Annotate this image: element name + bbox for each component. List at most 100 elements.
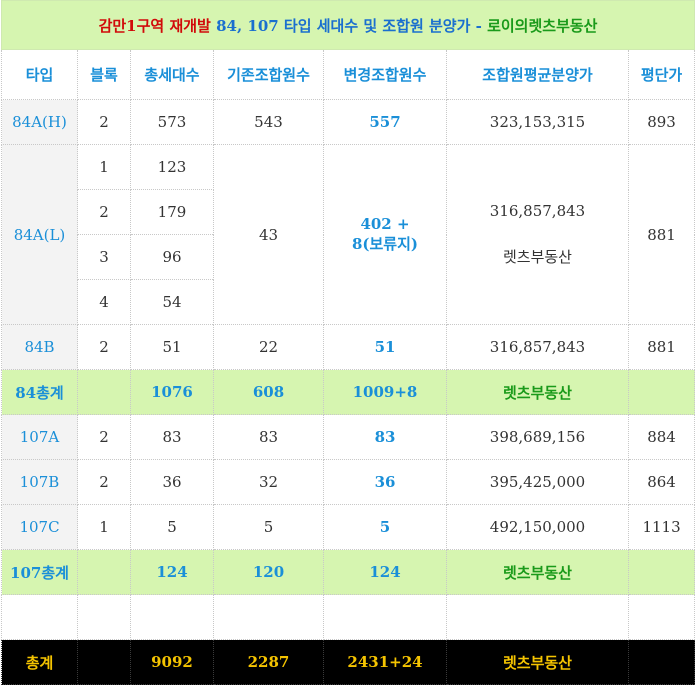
header-row: 타입 블록 총세대수 기존조합원수 변경조합원수 조합원평균분양가 평단가: [1, 49, 695, 100]
block-cell: 2: [77, 189, 131, 235]
total-units-cell: 5: [130, 504, 214, 550]
block-cell: [77, 369, 131, 415]
total-units-cell: 124: [130, 549, 214, 595]
avg-price-cell: 492,150,000: [446, 504, 629, 550]
changed-members-cell: 51: [323, 324, 447, 370]
col-header-total-units: 총세대수: [130, 49, 214, 100]
table-title: 감만1구역 재개발 84, 107 타입 세대수 및 조합원 분양가 - 로이의…: [0, 0, 695, 50]
changed-members-cell: 1009+8: [323, 369, 447, 415]
price-per-pyeong-cell: [627, 369, 695, 415]
table-row: 107C 1 5 5 5 492,150,000 1113: [1, 504, 695, 550]
original-members-cell: 32: [213, 459, 324, 505]
col-header-price-per-pyeong: 평단가: [627, 49, 695, 100]
subtotal-row-107: 107총계 124 120 124 렛츠부동산: [1, 549, 695, 595]
block-cell: [77, 549, 131, 595]
grand-total-row: 총계 9092 2287 2431+24 렛츠부동산: [1, 639, 695, 685]
table-row: 3 96: [2, 234, 695, 280]
block-cell: 2: [77, 414, 131, 460]
total-units-cell: 54: [130, 279, 214, 325]
title-part-1: 감만1구역 재개발: [98, 16, 211, 35]
table-row: 84A(L) 1 123 43 402 + 8(보류지) 316,857,843…: [1, 144, 695, 325]
original-members-cell: 22: [213, 324, 324, 370]
title-part-3: 로이의렛츠부동산: [487, 16, 598, 35]
watermark-note: 렛츠부동산: [446, 369, 629, 415]
block-cell: 4: [77, 279, 131, 325]
table-row: 2 179: [2, 189, 695, 235]
subtotal-label: 84총계: [1, 369, 78, 415]
avg-price-note: 렛츠부동산: [502, 248, 572, 266]
block-cell: 2: [77, 99, 131, 145]
price-per-pyeong-cell: 893: [627, 99, 695, 145]
price-per-pyeong-cell: 881: [627, 144, 695, 325]
changed-members-cell: 557: [323, 99, 447, 145]
avg-price-cell: 316,857,843: [446, 324, 629, 370]
avg-price-cell: 316,857,843 렛츠부동산: [446, 144, 629, 325]
original-members-cell: 543: [213, 99, 324, 145]
total-units-cell: 51: [130, 324, 214, 370]
total-units-cell: 1076: [130, 369, 214, 415]
changed-members-line-1: 402 +: [360, 215, 410, 233]
total-units-cell: 96: [130, 234, 214, 280]
title-part-2: 84, 107 타입 세대수 및 조합원 분양가 -: [210, 16, 488, 35]
table-row: 107A 2 83 83 83 398,689,156 884: [1, 414, 695, 460]
changed-members-cell: 2431+24: [323, 639, 447, 685]
block-cell: 2: [77, 324, 131, 370]
type-cell: 107A: [1, 414, 78, 460]
col-header-changed-members: 변경조합원수: [323, 49, 447, 100]
price-per-pyeong-cell: [627, 639, 695, 685]
col-header-block: 블록: [77, 49, 131, 100]
block-cell: [77, 639, 131, 685]
type-cell: 84B: [1, 324, 78, 370]
col-header-avg-price: 조합원평균분양가: [446, 49, 629, 100]
table-row: 84A(H) 2 573 543 557 323,153,315 893: [1, 99, 695, 145]
avg-price-value: 316,857,843: [489, 202, 586, 220]
original-members-cell: 120: [213, 549, 324, 595]
changed-members-cell: 5: [323, 504, 447, 550]
subtotal-row-84: 84총계 1076 608 1009+8 렛츠부동산: [1, 369, 695, 415]
col-header-type: 타입: [1, 49, 78, 100]
original-members-cell: 2287: [213, 639, 324, 685]
price-per-pyeong-cell: 864: [627, 459, 695, 505]
total-units-cell: 573: [130, 99, 214, 145]
original-members-cell: 608: [213, 369, 324, 415]
total-units-cell: 123: [130, 144, 214, 190]
total-units-cell: 83: [130, 414, 214, 460]
price-per-pyeong-cell: 1113: [627, 504, 695, 550]
original-members-cell: 83: [213, 414, 324, 460]
type-cell: 84A(H): [1, 99, 78, 145]
changed-members-cell: 402 + 8(보류지): [323, 144, 447, 325]
block-cell: 2: [77, 459, 131, 505]
type-cell: 84A(L): [1, 144, 78, 325]
col-header-original-members: 기존조합원수: [213, 49, 324, 100]
changed-members-cell: 36: [323, 459, 447, 505]
empty-row: [1, 594, 695, 640]
changed-members-line-2: 8(보류지): [351, 235, 419, 253]
watermark-note: 렛츠부동산: [446, 639, 629, 685]
total-units-cell: 9092: [130, 639, 214, 685]
avg-price-cell: 398,689,156: [446, 414, 629, 460]
type-cell: 107B: [1, 459, 78, 505]
table-row: 84B 2 51 22 51 316,857,843 881: [1, 324, 695, 370]
title-row: 감만1구역 재개발 84, 107 타입 세대수 및 조합원 분양가 - 로이의…: [0, 0, 695, 50]
avg-price-cell: 395,425,000: [446, 459, 629, 505]
avg-price-cell: 323,153,315: [446, 99, 629, 145]
table-row: 4 54: [2, 279, 695, 325]
block-cell: 1: [77, 144, 131, 190]
total-units-cell: 179: [130, 189, 214, 235]
price-per-pyeong-cell: 881: [627, 324, 695, 370]
price-per-pyeong-cell: 884: [627, 414, 695, 460]
price-per-pyeong-cell: [627, 549, 695, 595]
total-units-cell: 36: [130, 459, 214, 505]
changed-members-cell: 83: [323, 414, 447, 460]
block-cell: 1: [77, 504, 131, 550]
grand-total-label: 총계: [1, 639, 78, 685]
watermark-note: 렛츠부동산: [446, 549, 629, 595]
table-row: 107B 2 36 32 36 395,425,000 864: [1, 459, 695, 505]
subtotal-label: 107총계: [1, 549, 78, 595]
type-cell: 107C: [1, 504, 78, 550]
original-members-cell: 5: [213, 504, 324, 550]
original-members-cell: 43: [213, 144, 324, 325]
changed-members-cell: 124: [323, 549, 447, 595]
block-cell: 3: [77, 234, 131, 280]
